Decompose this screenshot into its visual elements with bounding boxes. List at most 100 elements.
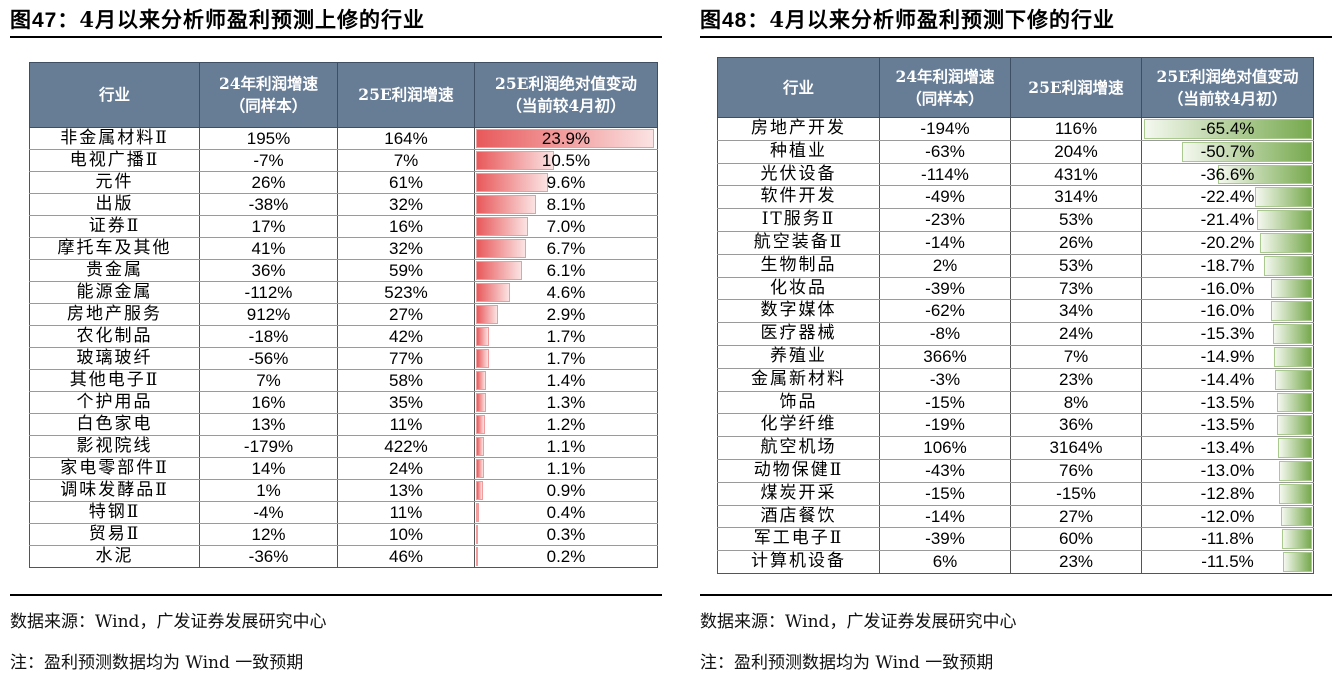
industry-cell: 贸易Ⅱ [29, 523, 200, 546]
header-sublabel: （当前较4月初） [1167, 88, 1288, 108]
industry-cell: 非金属材料Ⅱ [29, 127, 200, 150]
growth-25e-cell: 35% [337, 391, 475, 414]
industry-cell: 水泥 [29, 545, 200, 568]
data-bar [1218, 164, 1312, 185]
change-value: -36.6% [1200, 164, 1255, 184]
header-growth-24: 24年利润增速 （同样本） [879, 57, 1011, 118]
industry-cell: 房地产服务 [29, 303, 200, 326]
industry-cell: 酒店餐饮 [717, 505, 880, 529]
change-value: -16.0% [1200, 278, 1255, 298]
industry-cell: 影视院线 [29, 435, 200, 458]
table-row: 房地产服务 912% 27% 2.9% [29, 303, 658, 326]
data-bar [1277, 415, 1312, 436]
change-cell: 6.7% [474, 237, 658, 260]
table-row: 调味发酵品Ⅱ 1% 13% 0.9% [29, 479, 658, 502]
growth-25e-cell: 61% [337, 171, 475, 194]
change-cell: -36.6% [1141, 163, 1314, 187]
growth-25e-cell: 46% [337, 545, 475, 568]
data-bar [476, 129, 655, 148]
change-value: -12.8% [1200, 483, 1255, 503]
footnote: 注：盈利预测数据均为 Wind 一致预期 [700, 653, 994, 673]
data-bar [1254, 187, 1312, 208]
change-value: 1.1% [546, 437, 586, 456]
data-bar [1279, 483, 1312, 504]
table-row: 酒店餐饮 -14% 27% -12.0% [717, 505, 1314, 529]
data-bar [1260, 232, 1312, 253]
growth-24-cell: -62% [879, 299, 1011, 324]
growth-24-cell: 16% [199, 391, 338, 414]
industry-cell: 证券Ⅱ [29, 215, 200, 238]
industry-cell: 能源金属 [29, 281, 200, 304]
change-cell: 1.4% [474, 369, 658, 392]
change-cell: 0.4% [474, 501, 658, 524]
data-bar [476, 393, 486, 412]
table-row: 计算机设备 6% 23% -11.5% [717, 550, 1314, 574]
change-cell: 23.9% [474, 127, 658, 150]
change-value: -50.7% [1200, 141, 1255, 161]
header-label: 25E利润绝对值变动 [1156, 66, 1299, 86]
change-cell: 6.1% [474, 259, 658, 282]
change-cell: -22.4% [1141, 185, 1314, 210]
change-cell: -16.0% [1141, 299, 1314, 324]
table-row: 饰品 -15% 8% -13.5% [717, 391, 1314, 415]
table-row: 生物制品 2% 53% -18.7% [717, 254, 1314, 278]
change-cell: -12.8% [1141, 482, 1314, 506]
change-value: 0.4% [546, 503, 586, 522]
table-row: 个护用品 16% 35% 1.3% [29, 391, 658, 414]
data-bar [1257, 210, 1312, 230]
change-cell: 1.7% [474, 325, 658, 348]
figure-label: 图 [10, 7, 32, 32]
change-value: 1.4% [546, 371, 586, 390]
upward-revision-table: 行业 24年利润增速 （同样本） 25E利润增速 25E利润绝对值变动 （当前较4月… [29, 62, 658, 568]
figure-48-title: 图48：4月以来分析师盈利预测下修的行业 [700, 4, 1115, 34]
table-row: 化学纤维 -19% 36% -13.5% [717, 413, 1314, 438]
title-rule [700, 36, 1332, 38]
industry-cell: 金属新材料 [717, 368, 880, 392]
table-body: 房地产开发 -194% 116% -65.4% 种植业 -63% 204% -50.7% 光伏设… [717, 117, 1314, 574]
industry-cell: 航空机场 [717, 436, 880, 460]
industry-cell: 军工电子Ⅱ [717, 527, 880, 552]
change-value: 23.9% [541, 129, 591, 148]
growth-25e-cell: 53% [1010, 208, 1142, 232]
change-value: -11.8% [1201, 529, 1254, 549]
header-growth-25e: 25E利润增速 [1010, 57, 1142, 118]
data-bar [476, 239, 526, 258]
growth-25e-cell: 32% [337, 193, 475, 216]
growth-24-cell: -114% [879, 163, 1011, 187]
growth-24-cell: 106% [879, 436, 1011, 460]
table-row: 医疗器械 -8% 24% -15.3% [717, 322, 1314, 346]
growth-24-cell: 6% [879, 550, 1011, 574]
growth-24-cell: -18% [199, 325, 338, 348]
growth-24-cell: -14% [879, 231, 1011, 255]
change-cell: 9.6% [474, 171, 658, 194]
growth-25e-cell: 523% [337, 281, 475, 304]
table-row: 航空装备Ⅱ -14% 26% -20.2% [717, 231, 1314, 255]
industry-cell: 贵金属 [29, 259, 200, 282]
table-row: 动物保健Ⅱ -43% 76% -13.0% [717, 459, 1314, 483]
header-growth-25e: 25E利润增速 [337, 62, 475, 128]
table-row: 贵金属 36% 59% 6.1% [29, 259, 658, 282]
data-bar [476, 547, 478, 566]
change-value: 1.3% [546, 393, 586, 412]
header-label: 行业 [782, 77, 814, 97]
header-sublabel: （同样本） [229, 96, 308, 115]
change-cell: -50.7% [1141, 140, 1314, 164]
table-row: 特钢Ⅱ -4% 11% 0.4% [29, 501, 658, 524]
change-value: -22.4% [1200, 187, 1255, 207]
industry-cell: IT服务Ⅱ [717, 208, 880, 232]
industry-cell: 软件开发 [717, 185, 880, 210]
data-bar [1273, 346, 1312, 367]
growth-25e-cell: 23% [1010, 368, 1142, 392]
downward-revision-table: 行业 24年利润增速 （同样本） 25E利润增速 25E利润绝对值变动 （当前较4月… [717, 57, 1314, 574]
change-value: -14.4% [1200, 369, 1255, 389]
growth-24-cell: -63% [879, 140, 1011, 164]
industry-cell: 其他电子Ⅱ [29, 369, 200, 392]
growth-25e-cell: 27% [337, 303, 475, 326]
header-label: 24年利润增速 [895, 66, 995, 86]
industry-cell: 煤炭开采 [717, 482, 880, 506]
title-rule [10, 36, 662, 38]
change-cell: -13.0% [1141, 459, 1314, 483]
table-row: 航空机场 106% 3164% -13.4% [717, 436, 1314, 460]
data-source: 数据来源：Wind，广发证券发展研究中心 [700, 612, 1017, 632]
header-change: 25E利润绝对值变动 （当前较4月初） [474, 62, 658, 128]
